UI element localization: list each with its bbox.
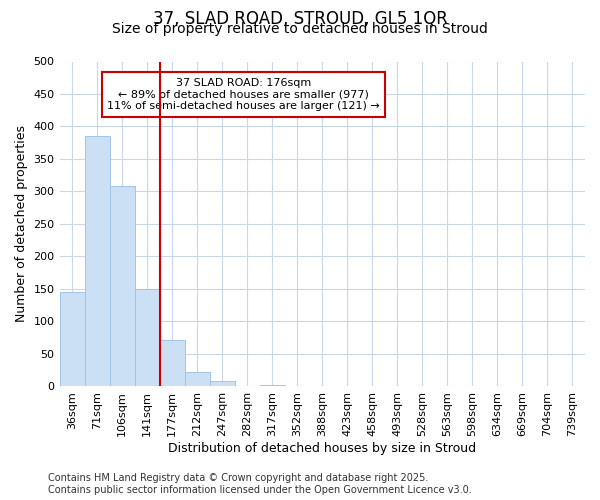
Bar: [134, 289, 160, 386]
Text: Size of property relative to detached houses in Stroud: Size of property relative to detached ho…: [112, 22, 488, 36]
Bar: [160, 340, 185, 386]
Bar: [209, 382, 235, 386]
Text: Contains HM Land Registry data © Crown copyright and database right 2025.
Contai: Contains HM Land Registry data © Crown c…: [48, 474, 472, 495]
Y-axis label: Number of detached properties: Number of detached properties: [15, 126, 28, 322]
Bar: [85, 136, 110, 386]
Bar: [185, 372, 209, 386]
Text: 37 SLAD ROAD: 176sqm
← 89% of detached houses are smaller (977)
11% of semi-deta: 37 SLAD ROAD: 176sqm ← 89% of detached h…: [107, 78, 380, 111]
Text: 37, SLAD ROAD, STROUD, GL5 1QR: 37, SLAD ROAD, STROUD, GL5 1QR: [152, 10, 448, 28]
X-axis label: Distribution of detached houses by size in Stroud: Distribution of detached houses by size …: [168, 442, 476, 455]
Bar: [260, 385, 285, 386]
Bar: [110, 186, 134, 386]
Bar: [59, 292, 85, 386]
